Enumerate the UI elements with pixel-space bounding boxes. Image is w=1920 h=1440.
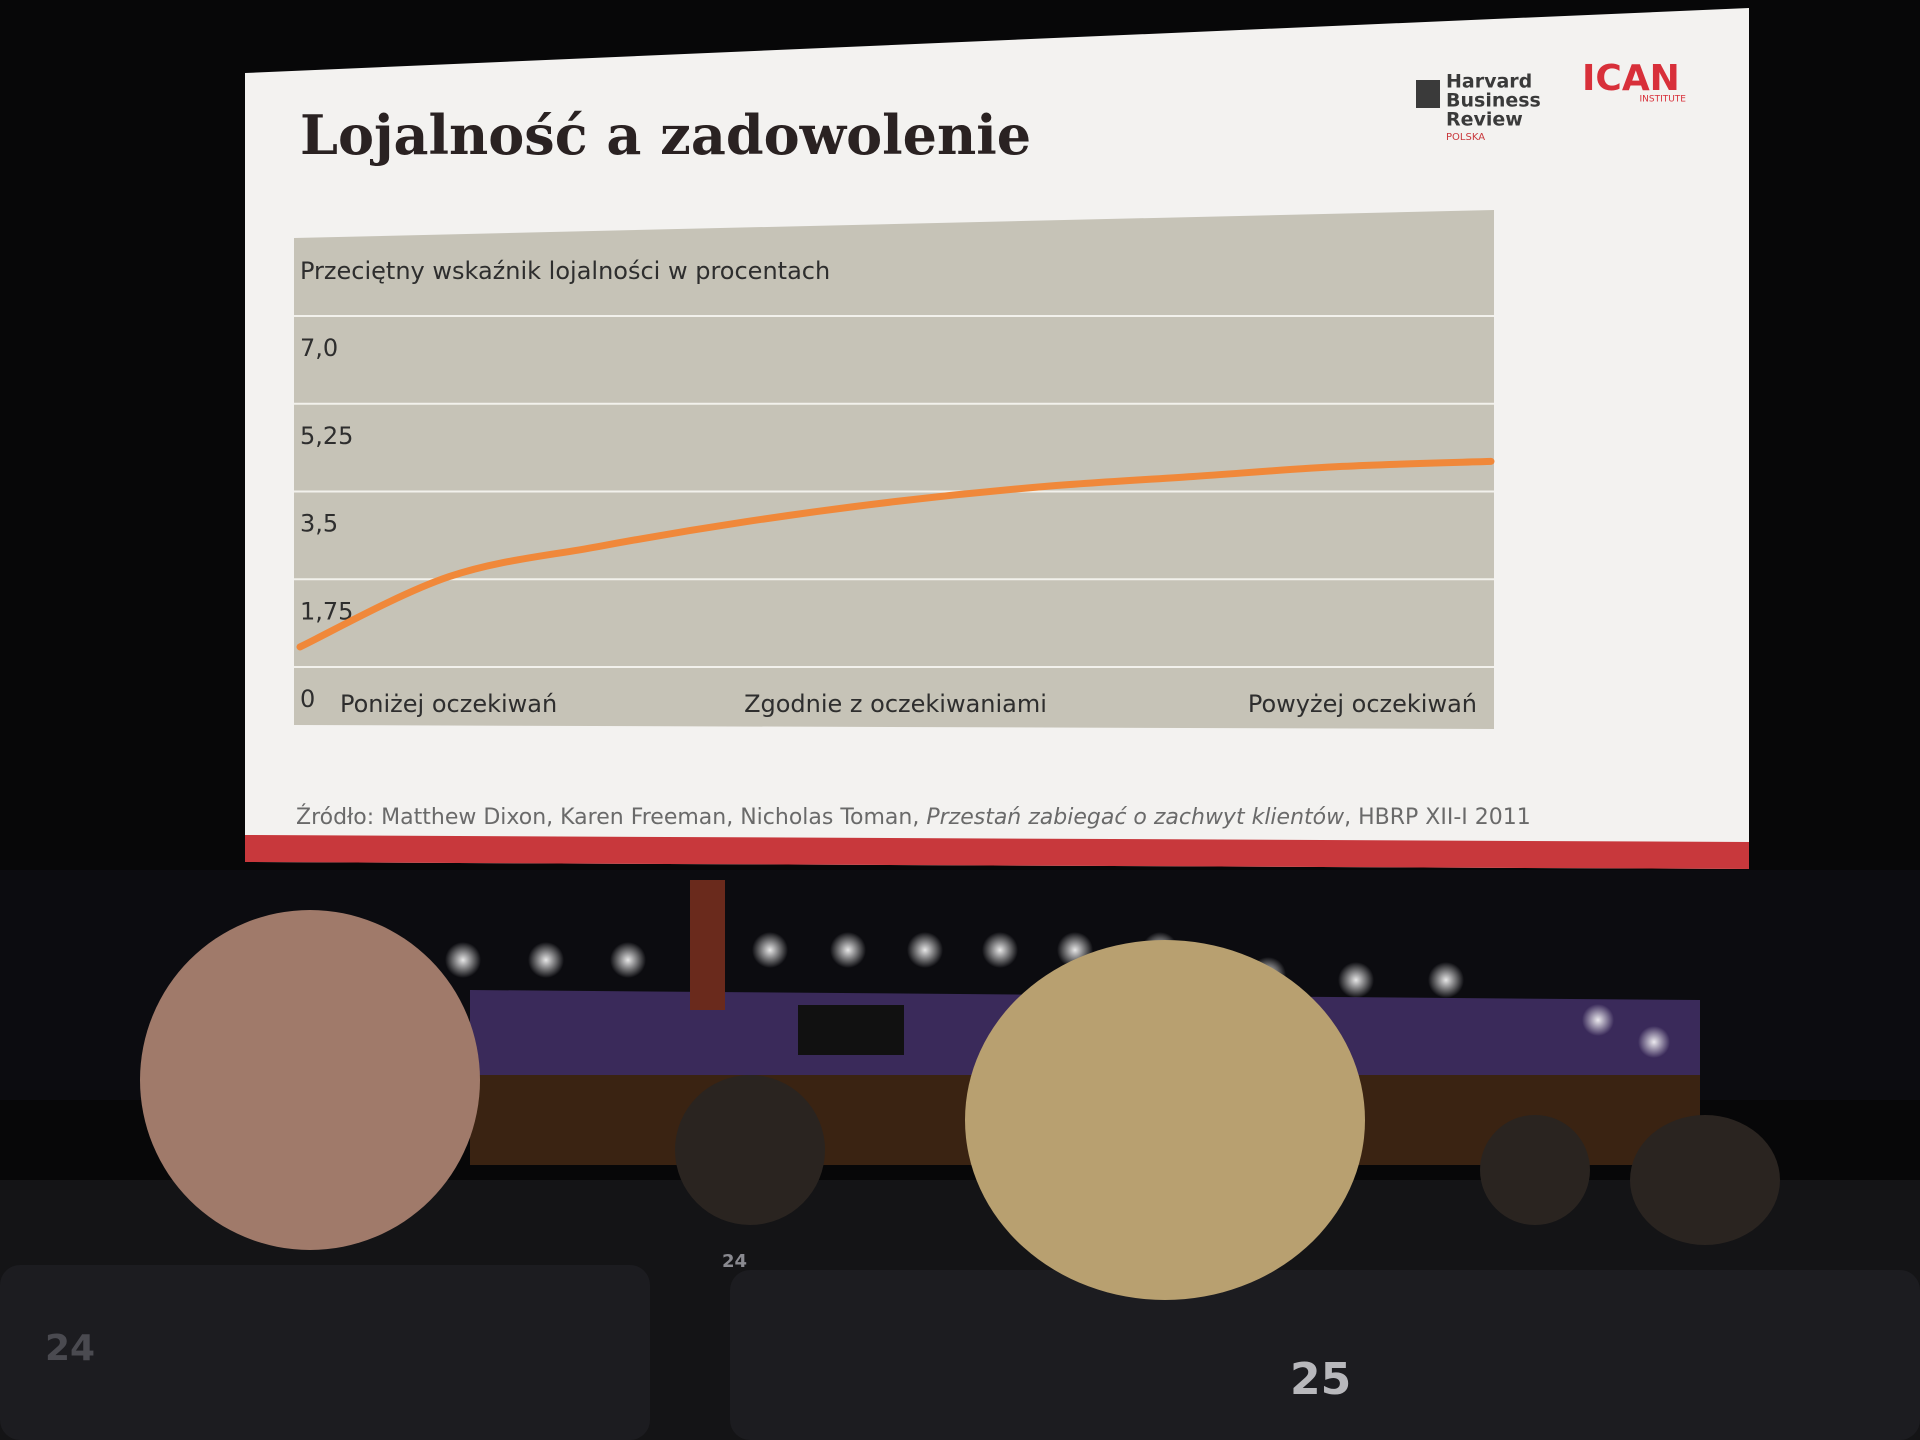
source-prefix: Źródło: Matthew Dixon, Karen Freeman, Ni…: [296, 804, 926, 830]
head-bald: [140, 910, 480, 1250]
hbr-logo: Harvard Business Review POLSKA: [1416, 71, 1541, 143]
head: [1630, 1115, 1780, 1245]
ican-sub: INSTITUTE: [1639, 95, 1686, 105]
source-suffix: , HBRP XII-I 2011: [1344, 805, 1531, 830]
hbr-text: Harvard: [1446, 71, 1532, 93]
x-tick-label: Powyżej oczekiwań: [1248, 690, 1477, 718]
head-blonde: [965, 940, 1365, 1300]
y-tick-label: 5,25: [300, 422, 353, 450]
x-tick-label: Poniżej oczekiwań: [340, 690, 557, 718]
y-tick-label: 0: [300, 685, 315, 713]
y-tick-label: 3,5: [300, 510, 338, 538]
x-tick-label: Zgodnie z oczekiwaniami: [744, 690, 1047, 718]
slide-footer-band: [245, 835, 1749, 869]
ican-text: ICAN: [1582, 58, 1680, 99]
seat-number: 24: [45, 1328, 95, 1369]
monitor: [798, 1005, 904, 1055]
hbr-text: Review: [1446, 109, 1523, 131]
hbr-sub: POLSKA: [1446, 132, 1485, 143]
y-tick-label: 7,0: [300, 334, 338, 362]
seat-back: [730, 1270, 1920, 1440]
chart-title: Lojalność a zadowolenie: [300, 103, 1031, 167]
seat-number: 25: [1290, 1354, 1351, 1405]
seat-back: [0, 1265, 650, 1440]
head: [675, 1075, 825, 1225]
source: Źródło: Matthew Dixon, Karen Freeman, Ni…: [296, 804, 1531, 830]
source-title: Przestań zabiegać o zachwyt klientów: [926, 805, 1345, 830]
seat-number: 24: [722, 1251, 747, 1272]
hbr-shield: [1416, 80, 1440, 108]
speaker: [690, 880, 725, 1010]
y-axis-label: Przeciętny wskaźnik lojalności w procent…: [300, 257, 830, 285]
chart-panel: [294, 210, 1494, 729]
line: [296, 457, 1495, 651]
ican-logo: ICAN INSTITUTE: [1582, 58, 1686, 105]
head: [1480, 1115, 1590, 1225]
hbr-text: Business: [1446, 90, 1541, 112]
